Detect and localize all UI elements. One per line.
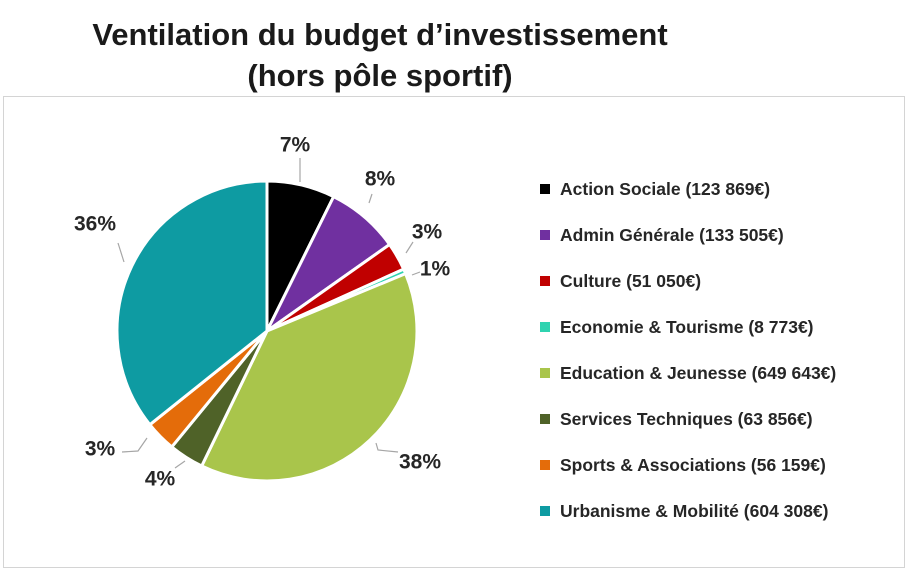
chart-frame bbox=[3, 96, 905, 568]
legend-swatch-0 bbox=[540, 184, 550, 194]
data-label-4: 38% bbox=[399, 451, 441, 474]
legend-item-2: Culture (51 050€) bbox=[540, 258, 836, 304]
data-label-2: 3% bbox=[412, 221, 443, 244]
leader-line-1 bbox=[368, 193, 373, 204]
chart-legend: Action Sociale (123 869€) Admin Générale … bbox=[540, 166, 836, 534]
data-label-5: 4% bbox=[145, 468, 176, 491]
legend-label-4: Education & Jeunesse (649 643€) bbox=[560, 362, 837, 383]
legend-swatch-2 bbox=[540, 276, 550, 286]
legend-swatch-5 bbox=[540, 414, 550, 424]
legend-swatch-6 bbox=[540, 460, 550, 470]
pie-slices bbox=[115, 179, 419, 483]
legend-item-3: Economie & Tourisme (8 773€) bbox=[540, 304, 836, 350]
legend-swatch-7 bbox=[540, 506, 550, 516]
legend-label-6: Sports & Associations (56 159€) bbox=[560, 454, 826, 475]
legend-label-1: Admin Générale (133 505€) bbox=[560, 224, 784, 245]
legend-label-3: Economie & Tourisme (8 773€) bbox=[560, 316, 814, 337]
legend-label-0: Action Sociale (123 869€) bbox=[560, 178, 771, 199]
leader-line-6 bbox=[121, 437, 148, 453]
legend-label-5: Services Techniques (63 856€) bbox=[560, 408, 813, 429]
percentage-labels: 7% 8% 3% 1% 38% 4% 3% 36% bbox=[74, 134, 451, 491]
data-label-7: 36% bbox=[74, 213, 116, 236]
leader-lines bbox=[117, 158, 421, 469]
legend-item-4: Education & Jeunesse (649 643€) bbox=[540, 350, 836, 396]
pie-slice-4 bbox=[200, 272, 419, 483]
data-label-0: 7% bbox=[280, 134, 311, 157]
legend-item-1: Admin Générale (133 505€) bbox=[540, 212, 836, 258]
legend-swatch-4 bbox=[540, 368, 550, 378]
leader-line-2 bbox=[405, 241, 414, 254]
legend-swatch-3 bbox=[540, 322, 550, 332]
leader-line-5 bbox=[174, 460, 186, 469]
data-label-6: 3% bbox=[85, 438, 116, 461]
legend-item-0: Action Sociale (123 869€) bbox=[540, 166, 836, 212]
chart-title-line-1: Ventilation du budget d’investissement bbox=[92, 17, 668, 52]
leader-line-4 bbox=[375, 442, 399, 453]
leader-line-7 bbox=[117, 242, 125, 263]
leader-line-3 bbox=[411, 271, 421, 276]
legend-item-7: Urbanisme & Mobilité (604 308€) bbox=[540, 488, 836, 534]
chart-title-line-2: (hors pôle sportif) bbox=[247, 58, 513, 93]
legend-swatch-1 bbox=[540, 230, 550, 240]
legend-label-2: Culture (51 050€) bbox=[560, 270, 702, 291]
legend-item-6: Sports & Associations (56 159€) bbox=[540, 442, 836, 488]
data-label-3: 1% bbox=[420, 258, 451, 281]
data-label-1: 8% bbox=[365, 168, 396, 191]
pie-slice-7 bbox=[115, 179, 269, 427]
legend-label-7: Urbanisme & Mobilité (604 308€) bbox=[560, 500, 829, 521]
chart-title: Ventilation du budget d’investissement (… bbox=[30, 14, 730, 96]
legend-item-5: Services Techniques (63 856€) bbox=[540, 396, 836, 442]
